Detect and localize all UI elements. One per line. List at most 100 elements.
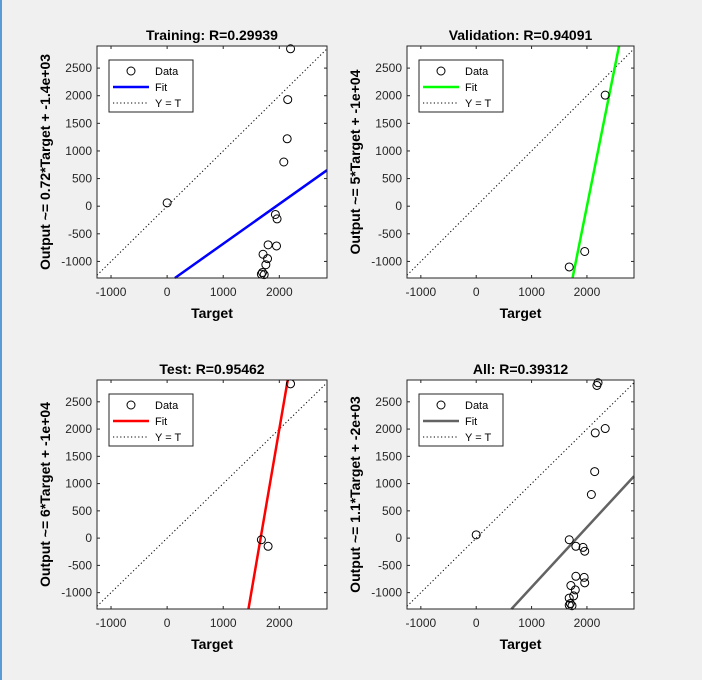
all-plot-title: All: R=0.39312 — [473, 361, 569, 377]
training-data-point — [282, 134, 292, 144]
validation-x-tick-label: 1000 — [518, 285, 545, 299]
test-data-point — [256, 535, 266, 545]
training-data-point — [272, 214, 282, 224]
validation-data-point — [564, 262, 574, 272]
training-data-point — [270, 209, 280, 219]
validation-legend-fit-label: Fit — [465, 82, 477, 94]
all-data-point — [569, 591, 579, 601]
training-x-axis-label: Target — [191, 305, 233, 321]
training-data-point — [283, 95, 293, 105]
all-data-point — [564, 593, 574, 603]
test-fit-line — [247, 379, 289, 610]
training-y-tick-label: -500 — [68, 227, 92, 241]
all-legend-data-marker — [436, 400, 446, 410]
all-x-tick-label: -1000 — [405, 616, 436, 630]
validation-plot-title: Validation: R=0.94091 — [449, 27, 593, 43]
all-y-tick-label: 2500 — [375, 395, 402, 409]
test-x-tick-label: 0 — [164, 616, 171, 630]
all-data-point — [579, 572, 589, 582]
test-y-tick-label: 2000 — [65, 422, 92, 436]
validation-y-tick-label: 500 — [382, 172, 402, 186]
all-data-point — [567, 601, 577, 611]
training-legend: Data Fit Y = T — [108, 59, 194, 113]
test-x-tick-label: 1000 — [210, 616, 237, 630]
training-y-tick-label: 2000 — [65, 89, 92, 103]
all-regression-plot: -1000 0 1000 2000 -1000 -500 0 500 1000 1500 2000 2… — [347, 361, 635, 652]
all-data-point — [564, 535, 574, 545]
validation-legend-data-label: Data — [465, 66, 489, 78]
training-data-point — [263, 254, 273, 264]
all-y-tick-label: -1000 — [371, 586, 402, 600]
test-y-tick-label: -1000 — [61, 586, 92, 600]
all-legend-fit-label: Fit — [465, 416, 477, 428]
training-legend-fit-label: Fit — [155, 82, 167, 94]
validation-y-tick-label: -1000 — [371, 254, 402, 268]
training-regression-plot: -1000 0 1000 2000 -1000 -500 0 500 1000 1500 2000 2… — [37, 27, 328, 321]
all-data-point — [586, 490, 596, 499]
training-plot-title: Training: R=0.29939 — [146, 27, 278, 43]
all-y-tick-label: 2000 — [375, 422, 402, 436]
all-identity-line — [406, 382, 635, 607]
test-y-tick-label: 500 — [72, 504, 92, 518]
all-data-point — [471, 530, 481, 540]
all-x-axis-label: Target — [500, 636, 542, 652]
all-data-point — [570, 585, 580, 595]
training-y-tick-label: 0 — [85, 199, 92, 213]
all-y-tick-label: 1000 — [375, 477, 402, 491]
test-y-axis-label: Output ~= 6*Target + -1e+04 — [37, 402, 53, 587]
test-axes-box — [96, 379, 328, 610]
all-legend: Data Fit Y = T — [418, 393, 504, 447]
all-data-point — [592, 380, 602, 390]
all-x-tick-label: 2000 — [574, 616, 601, 630]
training-legend-data-marker — [126, 66, 136, 76]
training-data-point — [261, 260, 271, 270]
training-y-tick-label: 1500 — [65, 116, 92, 130]
training-y-axis-label: Output ~= 0.72*Target + -1.4e+03 — [37, 54, 53, 270]
training-data-point — [257, 267, 267, 277]
test-data-point — [263, 541, 273, 551]
validation-axes-box — [406, 45, 635, 279]
test-x-axis-label: Target — [191, 636, 233, 652]
training-y-tick-label: -1000 — [61, 254, 92, 268]
all-x-tick-label: 0 — [473, 616, 480, 630]
validation-x-tick-label: 2000 — [574, 285, 601, 299]
validation-y-axis-label: Output ~= 5*Target + -1e+04 — [347, 69, 363, 254]
training-x-tick-label: 2000 — [266, 285, 293, 299]
training-data-point — [259, 270, 269, 280]
validation-legend-data-marker — [436, 66, 446, 76]
validation-y-tick-label: 2000 — [375, 89, 402, 103]
test-x-tick-label: -1000 — [96, 616, 127, 630]
test-legend-identity-label: Y = T — [155, 432, 181, 444]
training-y-tick-label: 500 — [72, 172, 92, 186]
all-data-point — [580, 578, 590, 588]
test-y-tick-label: -500 — [68, 558, 92, 572]
training-data-point — [286, 44, 296, 54]
validation-y-tick-label: 1000 — [375, 144, 402, 158]
training-fit-line — [174, 169, 328, 280]
training-data-point — [272, 241, 282, 251]
all-y-tick-label: 1500 — [375, 449, 402, 463]
all-fit-line — [510, 475, 635, 610]
all-data-point — [600, 424, 610, 434]
validation-fit-line — [571, 45, 621, 279]
validation-x-tick-label: 0 — [473, 285, 480, 299]
all-y-axis-label: Output ~= 1.1*Target + -2e+03 — [347, 396, 363, 593]
training-x-tick-label: 1000 — [210, 285, 237, 299]
test-regression-plot: -1000 0 1000 2000 -1000 -500 0 500 1000 1500 2000 2… — [37, 361, 328, 652]
validation-y-tick-label: -500 — [378, 227, 402, 241]
validation-data-point — [600, 90, 610, 100]
all-y-tick-label: 0 — [395, 531, 402, 545]
test-x-tick-label: 2000 — [266, 616, 293, 630]
training-data-point — [263, 240, 273, 250]
validation-y-tick-label: 0 — [395, 199, 402, 213]
test-y-tick-label: 1000 — [65, 477, 92, 491]
test-plot-title: Test: R=0.95462 — [159, 361, 264, 377]
training-axes-box — [96, 45, 328, 279]
test-legend-data-marker — [126, 400, 136, 410]
all-y-tick-label: 500 — [382, 504, 402, 518]
all-x-tick-label: 1000 — [518, 616, 545, 630]
validation-x-tick-label: -1000 — [405, 285, 436, 299]
all-data-point — [571, 541, 581, 551]
training-data-point — [279, 157, 289, 167]
